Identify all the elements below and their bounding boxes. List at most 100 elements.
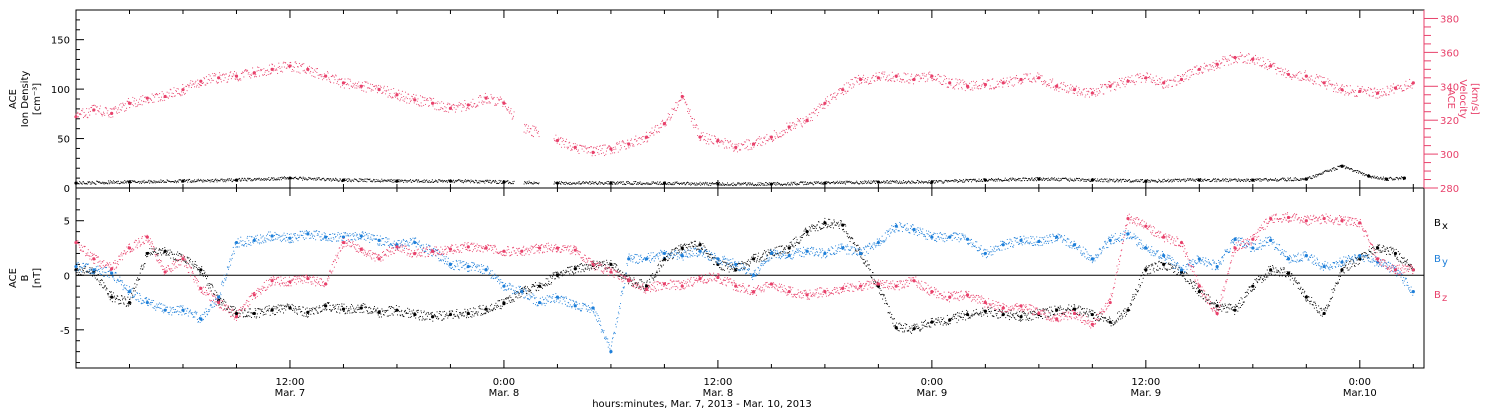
velocity-fill-dot	[436, 109, 438, 111]
velocity-fill-dot	[833, 96, 835, 98]
density-fill-dot	[201, 180, 203, 182]
Bx-fill-dot	[146, 256, 148, 258]
Bx-fill-dot	[135, 279, 137, 281]
velocity-fill-dot	[985, 84, 987, 86]
Bx-fill-dot	[343, 303, 345, 305]
velocity-fill-dot	[102, 114, 104, 116]
density-fill-dot	[996, 180, 998, 182]
density-fill-dot	[1300, 179, 1302, 181]
velocity-fill-dot	[977, 85, 979, 88]
velocity-fill-dot	[1278, 71, 1280, 73]
velocity-fill-dot	[846, 82, 848, 84]
velocity-fill-dot	[394, 96, 397, 98]
density-fill-dot	[1158, 178, 1160, 180]
Bx-fill-dot	[218, 304, 220, 306]
velocity-fill-dot	[1008, 80, 1010, 82]
velocity-fill-dot	[602, 152, 604, 154]
density-fill-dot	[562, 182, 564, 184]
density-fill-dot	[650, 183, 652, 185]
density-fill-dot	[672, 182, 674, 184]
velocity-fill-dot	[710, 138, 712, 140]
velocity-point	[1215, 62, 1219, 66]
velocity-fill-dot	[1088, 96, 1091, 98]
density-fill-dot	[719, 184, 721, 186]
velocity-fill-dot	[1282, 69, 1284, 71]
density-fill-dot	[375, 181, 377, 183]
velocity-fill-dot	[1148, 77, 1150, 79]
velocity-fill-dot	[630, 139, 632, 142]
density-fill-dot	[570, 184, 572, 186]
velocity-fill-dot	[1262, 57, 1264, 59]
velocity-fill-dot	[645, 131, 647, 133]
velocity-fill-dot	[707, 138, 709, 140]
density-fill-dot	[1105, 181, 1107, 183]
density-fill-dot	[350, 181, 352, 183]
Bx-fill-dot	[253, 313, 255, 315]
velocity-fill-dot	[1202, 71, 1204, 73]
density-fill-dot	[966, 178, 968, 181]
velocity-fill-dot	[414, 96, 416, 98]
density-fill-dot	[273, 177, 275, 179]
Bx-fill-dot	[205, 274, 207, 276]
velocity-fill-dot	[496, 97, 498, 99]
velocity-fill-dot	[455, 108, 457, 110]
density-fill-dot	[999, 180, 1001, 182]
velocity-fill-dot	[1321, 81, 1323, 83]
density-fill-dot	[332, 177, 334, 180]
velocity-fill-dot	[587, 147, 589, 149]
density-fill-dot	[461, 180, 463, 182]
velocity-fill-dot	[115, 107, 117, 109]
density-fill-dot	[1242, 179, 1244, 181]
velocity-fill-dot	[1187, 69, 1189, 72]
density-fill-dot	[775, 182, 777, 184]
velocity-fill-dot	[657, 124, 659, 126]
velocity-fill-dot	[973, 84, 975, 87]
velocity-fill-dot	[792, 121, 794, 124]
density-fill-dot	[200, 178, 202, 180]
density-fill-dot	[900, 182, 902, 184]
velocity-fill-dot	[1297, 77, 1299, 79]
velocity-fill-dot	[793, 127, 795, 129]
velocity-fill-dot	[476, 104, 478, 106]
velocity-fill-dot	[381, 92, 383, 94]
density-fill-dot	[1222, 178, 1224, 180]
density-fill-dot	[186, 179, 188, 181]
density-fill-dot	[907, 181, 909, 183]
Bx-fill-dot	[154, 248, 156, 250]
velocity-fill-dot	[946, 78, 948, 80]
velocity-fill-dot	[1158, 83, 1160, 86]
velocity-fill-dot	[826, 96, 828, 98]
legend-subscript: z	[1442, 293, 1447, 304]
density-fill-dot	[144, 182, 146, 184]
density-point	[983, 178, 987, 182]
velocity-fill-dot	[1325, 80, 1327, 82]
velocity-fill-dot	[200, 85, 202, 87]
velocity-fill-dot	[180, 91, 183, 93]
density-fill-dot	[228, 178, 231, 180]
density-fill-dot	[472, 180, 474, 182]
Bx-fill-dot	[111, 294, 113, 296]
density-fill-dot	[611, 181, 613, 183]
velocity-fill-dot	[824, 107, 826, 109]
velocity-fill-dot	[1140, 81, 1142, 83]
density-fill-dot	[1364, 175, 1366, 177]
velocity-fill-dot	[433, 102, 435, 104]
velocity-tick-label: 380	[1440, 14, 1459, 25]
Bx-fill-dot	[217, 294, 219, 296]
velocity-fill-dot	[114, 106, 116, 108]
velocity-fill-dot	[1384, 94, 1386, 96]
Bx-fill-dot	[243, 316, 245, 318]
density-fill-dot	[81, 183, 83, 185]
velocity-fill-dot	[394, 95, 396, 97]
density-fill-dot	[108, 181, 110, 183]
velocity-fill-dot	[870, 82, 872, 84]
velocity-fill-dot	[499, 96, 501, 98]
velocity-fill-dot	[1244, 61, 1246, 63]
velocity-fill-dot	[917, 74, 920, 76]
velocity-fill-dot	[1070, 87, 1072, 89]
density-tick-label: 150	[51, 36, 70, 47]
velocity-fill-dot	[1214, 62, 1216, 64]
density-fill-dot	[1361, 172, 1363, 174]
density-fill-dot	[89, 181, 91, 183]
velocity-fill-dot	[323, 73, 325, 75]
